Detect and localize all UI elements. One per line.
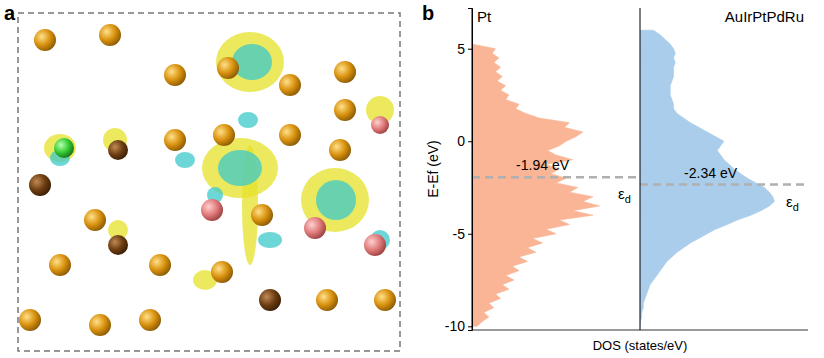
panel-label: b [422, 2, 434, 24]
isosurface [238, 112, 258, 128]
tick: -10 [445, 318, 472, 334]
d-band-center-label: -2.34 eV [684, 165, 738, 181]
atom [34, 29, 56, 51]
tick-mark [468, 234, 472, 235]
isosurface [258, 232, 282, 248]
dos-axis-line [472, 330, 640, 331]
isosurface [316, 180, 356, 220]
d-band-center-symbol: εd [618, 185, 631, 205]
axis-title: E-Ef (eV) [425, 140, 441, 198]
isosurface [216, 32, 284, 92]
tick-mark [468, 326, 472, 327]
atom [49, 254, 71, 276]
isosurface [232, 44, 272, 80]
atom [279, 74, 301, 96]
panel-label: a [4, 2, 16, 24]
atom [329, 139, 351, 161]
panel-title: AuIrPtPdRu [725, 8, 804, 25]
axis-line [468, 9, 473, 331]
d-band-center-line [472, 176, 640, 179]
dos-axis-line [640, 330, 808, 331]
isosurface [175, 152, 195, 168]
dos-marks [472, 30, 640, 326]
atom [201, 199, 223, 221]
atom [89, 314, 111, 336]
tick-label: -5 [453, 226, 466, 242]
charge-density-image [19, 24, 396, 336]
atom [164, 129, 186, 151]
atom [251, 204, 273, 226]
atom [371, 116, 389, 134]
isosurface [218, 150, 262, 186]
panel-edge [640, 8, 641, 330]
tick-label: 0 [457, 133, 465, 149]
d-band-center-line [640, 183, 808, 186]
atom [316, 289, 338, 311]
atom [259, 289, 281, 311]
image-frame [18, 13, 400, 351]
atom [374, 289, 396, 311]
tick-mark [468, 49, 472, 50]
atom [19, 309, 41, 331]
tick-label: 5 [457, 41, 465, 57]
atom [211, 261, 233, 283]
atom [84, 209, 106, 231]
atom [364, 234, 386, 256]
atom [213, 124, 235, 146]
atom [29, 174, 51, 196]
atom [108, 235, 128, 255]
tick: 5 [457, 41, 472, 57]
tick-label: -10 [445, 318, 465, 334]
dos-marks [640, 30, 808, 326]
atom [334, 99, 356, 121]
atom [164, 64, 186, 86]
d-band-center-symbol: εd [786, 193, 799, 213]
panel-title: Pt [477, 8, 492, 25]
atom [54, 138, 74, 158]
atom [279, 124, 301, 146]
atom [304, 217, 326, 239]
tick: -5 [453, 226, 472, 242]
atom [99, 24, 121, 46]
axis-title: DOS (states/eV) [593, 338, 688, 353]
atom [139, 309, 161, 331]
dos-area [640, 30, 774, 326]
figure: a b Pt -1.94 eV εd AuIrPtPdRu -2.34 eV εd -10 -5 0… [0, 0, 824, 358]
tick: 0 [457, 133, 472, 149]
atom [149, 254, 171, 276]
energy-axis: -10 -5 0 5 [445, 9, 473, 335]
atom [334, 61, 356, 83]
atom [217, 57, 239, 79]
d-band-center-label: -1.94 eV [516, 157, 570, 173]
atom [108, 140, 128, 160]
tick-mark [468, 141, 472, 142]
